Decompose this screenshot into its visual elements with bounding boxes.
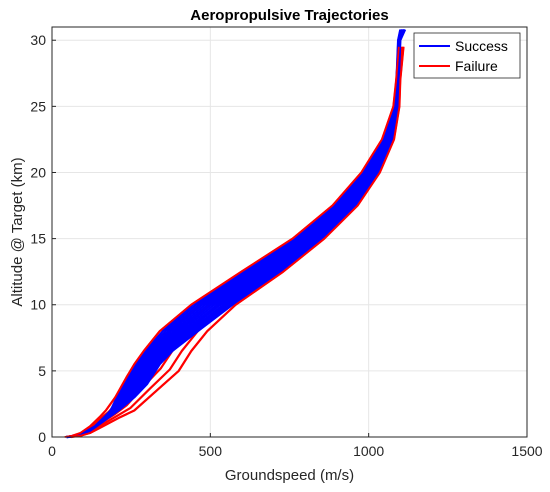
x-tick-label: 1500	[511, 443, 542, 459]
y-tick-label: 30	[30, 32, 46, 48]
y-axis-label: Altitude @ Target (km)	[9, 157, 26, 306]
legend-label-failure: Failure	[455, 58, 498, 74]
legend: Success Failure	[413, 32, 521, 79]
axes-box	[51, 26, 528, 438]
y-tick-label: 10	[30, 297, 46, 313]
plot-background	[52, 27, 527, 437]
legend-label-success: Success	[455, 38, 508, 54]
y-tick-label: 20	[30, 164, 46, 180]
ticks: 0 500 1000 1500 0 5 10 15 20 25 30	[30, 32, 542, 459]
x-tick-label: 1000	[353, 443, 384, 459]
x-tick-label: 0	[48, 443, 56, 459]
x-tick-label: 500	[199, 443, 223, 459]
y-tick-label: 0	[38, 429, 46, 445]
x-axis-label: Groundspeed (m/s)	[225, 467, 354, 484]
y-tick-label: 25	[30, 98, 46, 114]
y-tick-label: 5	[38, 363, 46, 379]
legend-box	[413, 32, 521, 79]
trajectory-line-failure	[70, 46, 405, 438]
chart-title: Aeropropulsive Trajectories	[190, 7, 388, 24]
y-tick-label: 15	[30, 231, 46, 247]
data-layer	[64, 29, 407, 439]
trajectory-line-failure	[64, 46, 400, 438]
